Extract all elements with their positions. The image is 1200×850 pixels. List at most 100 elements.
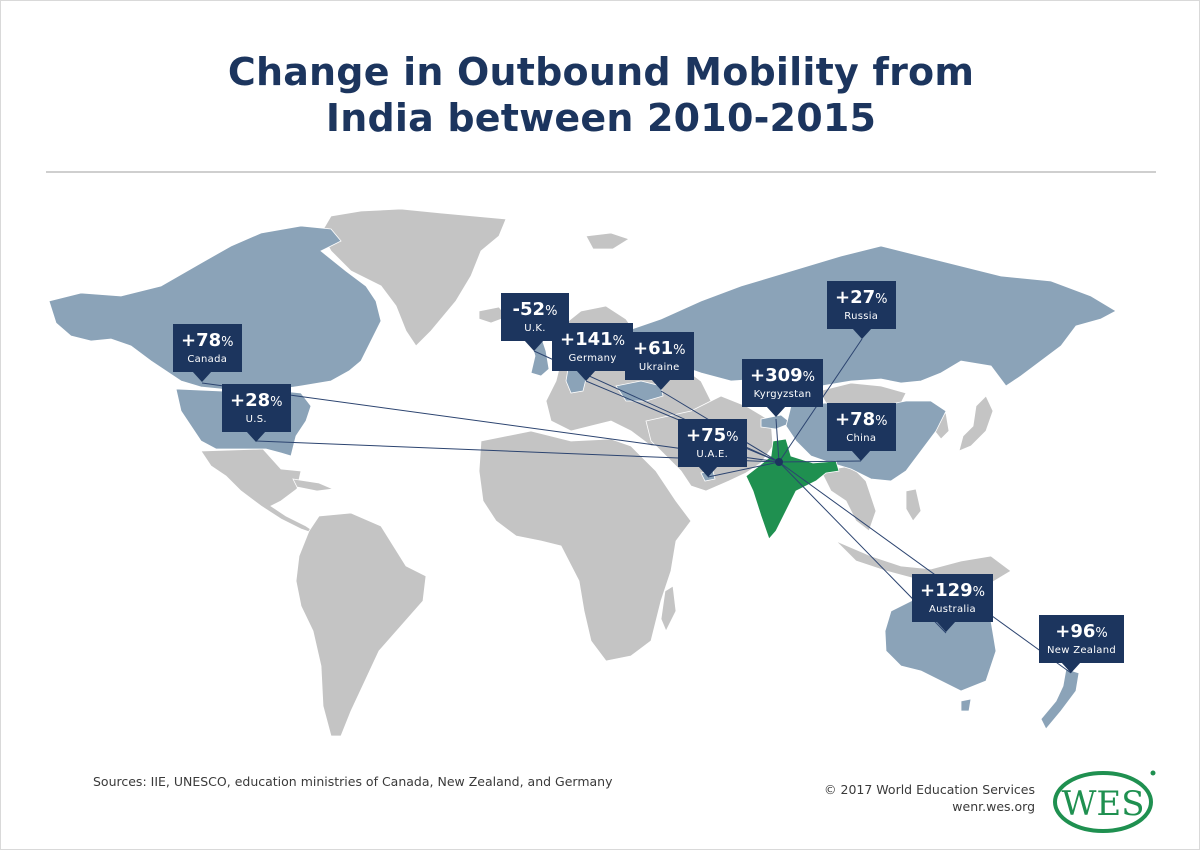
- change-value: +75%: [686, 426, 739, 448]
- land-svalbard: [585, 232, 630, 250]
- land-iceland: [478, 306, 508, 324]
- change-value: +129%: [920, 581, 985, 603]
- change-number: +141: [560, 329, 613, 350]
- change-value: +61%: [633, 339, 686, 361]
- title-line-2: India between 2010-2015: [325, 96, 877, 140]
- country-name: U.S.: [245, 414, 267, 425]
- country-name: Canada: [187, 354, 228, 365]
- country-name: Russia: [844, 311, 879, 322]
- percent-sign: %: [875, 414, 888, 429]
- website-link[interactable]: wenr.wes.org: [952, 799, 1035, 814]
- land-south-america: [295, 512, 427, 737]
- percent-sign: %: [1095, 626, 1108, 641]
- land-new-zealand: [1040, 668, 1080, 730]
- callout-pointer: [576, 370, 596, 381]
- callout-box: +78% Canada: [173, 324, 242, 372]
- change-number: +78: [181, 330, 222, 351]
- change-number: +129: [920, 580, 973, 601]
- percent-sign: %: [270, 395, 283, 410]
- callout-pointer: [936, 621, 956, 632]
- page-title: Change in Outbound Mobility from India b…: [1, 49, 1199, 141]
- percent-sign: %: [545, 304, 558, 319]
- logo-text: WES: [1061, 784, 1144, 824]
- change-value: +141%: [560, 330, 625, 352]
- percent-sign: %: [972, 585, 986, 600]
- connector-line-china: [778, 460, 862, 463]
- callout-pointer: [524, 340, 544, 351]
- change-value: +96%: [1047, 622, 1116, 644]
- country-name: Germany: [568, 353, 617, 364]
- percent-sign: %: [875, 292, 888, 307]
- callout-australia: +129% Australia: [912, 574, 994, 632]
- callout-box: +129% Australia: [912, 574, 994, 622]
- callout-pointer: [192, 371, 212, 382]
- callout-box: +75% U.A.E.: [678, 419, 747, 467]
- title-divider: [46, 171, 1156, 173]
- callout-box: +78% China: [827, 403, 896, 451]
- country-name: Ukraine: [638, 362, 680, 373]
- callout-box: +141% Germany: [552, 323, 634, 371]
- land-caribbean: [292, 478, 335, 492]
- country-name: Kyrgyzstan: [753, 389, 812, 400]
- percent-sign: %: [612, 334, 626, 349]
- callout-germany: +141% Germany: [552, 323, 634, 381]
- change-value: +78%: [835, 410, 888, 432]
- country-name: Australia: [929, 604, 976, 615]
- wes-logo: WES: [1053, 770, 1156, 833]
- callout-pointer: [851, 450, 871, 461]
- land-canada: [48, 225, 382, 392]
- land-greenland: [320, 208, 507, 347]
- callout-pointer: [1061, 662, 1081, 673]
- change-number: +61: [633, 338, 674, 359]
- percent-sign: %: [221, 335, 234, 350]
- connector-line-kyrgyzstan: [775, 418, 780, 463]
- callout-russia: +27% Russia: [827, 281, 896, 339]
- callout-pointer: [766, 406, 786, 417]
- country-name: New Zealand: [1047, 645, 1117, 656]
- credits: © 2017 World Education Services wenr.wes…: [824, 781, 1035, 815]
- country-name: China: [846, 433, 877, 444]
- land-japan: [958, 395, 994, 452]
- change-number: +78: [835, 409, 876, 430]
- callout-box: +27% Russia: [827, 281, 896, 329]
- change-number: +28: [230, 390, 271, 411]
- change-number: +96: [1055, 621, 1096, 642]
- percent-sign: %: [726, 430, 739, 445]
- logo-registered-mark: [1150, 770, 1156, 776]
- callout-pointer: [698, 466, 718, 477]
- change-number: +75: [686, 425, 727, 446]
- land-philippines: [905, 488, 922, 522]
- land-madagascar: [660, 585, 677, 632]
- callout-china: +78% China: [827, 403, 896, 461]
- connector-line-u-a-e-: [707, 461, 780, 478]
- callout-u-s: +28% U.S.: [222, 384, 291, 442]
- change-number: -52: [512, 299, 546, 320]
- percent-sign: %: [673, 343, 686, 358]
- change-value: +27%: [835, 288, 888, 310]
- callout-pointer: [246, 431, 266, 442]
- land-africa: [478, 430, 692, 662]
- logo-ring: [1053, 771, 1153, 833]
- callout-kyrgyzstan: +309% Kyrgyzstan: [742, 359, 824, 417]
- percent-sign: %: [802, 370, 816, 385]
- connector-line-new-zealand: [778, 461, 1072, 674]
- callout-u-a-e: +75% U.A.E.: [678, 419, 747, 477]
- india-origin-marker: [775, 458, 783, 466]
- change-number: +27: [835, 287, 876, 308]
- copyright-text: © 2017 World Education Services: [824, 782, 1035, 797]
- change-value: +28%: [230, 391, 283, 413]
- change-value: +309%: [750, 366, 815, 388]
- country-name: U.A.E.: [696, 449, 729, 460]
- callout-pointer: [651, 379, 671, 390]
- callout-new-zealand: +96% New Zealand: [1039, 615, 1125, 673]
- callout-box: +96% New Zealand: [1039, 615, 1125, 663]
- change-value: +78%: [181, 331, 234, 353]
- callout-box: +28% U.S.: [222, 384, 291, 432]
- callout-box: +61% Ukraine: [625, 332, 694, 380]
- change-value: -52%: [509, 300, 561, 322]
- change-number: +309: [750, 365, 803, 386]
- sources-note: Sources: IIE, UNESCO, education ministri…: [93, 774, 613, 789]
- callout-ukraine: +61% Ukraine: [625, 332, 694, 390]
